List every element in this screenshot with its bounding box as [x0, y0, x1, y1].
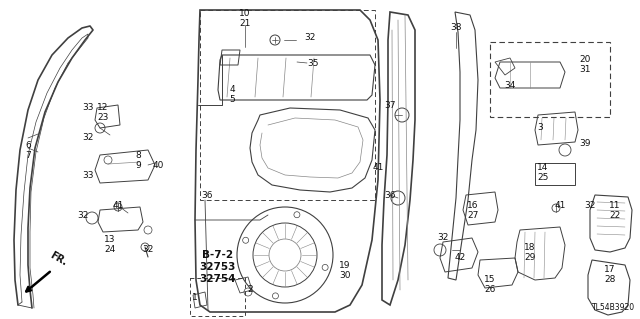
Text: 18: 18: [524, 243, 536, 253]
Text: 21: 21: [239, 19, 251, 27]
Text: 40: 40: [152, 160, 164, 169]
Bar: [190, 278, 245, 316]
Text: 2: 2: [247, 286, 253, 294]
Text: 38: 38: [451, 24, 461, 33]
Text: 5: 5: [229, 95, 235, 105]
Text: 32754: 32754: [200, 274, 236, 284]
Text: 36: 36: [384, 190, 396, 199]
Text: 32: 32: [83, 133, 93, 143]
Text: 31: 31: [579, 65, 591, 75]
Text: 32: 32: [304, 33, 316, 42]
Text: 22: 22: [609, 211, 621, 219]
Text: 4: 4: [229, 85, 235, 94]
Text: 28: 28: [604, 276, 616, 285]
Text: 42: 42: [454, 254, 466, 263]
Text: 32: 32: [584, 201, 596, 210]
Text: 27: 27: [467, 211, 479, 219]
Text: 32: 32: [437, 234, 449, 242]
Text: 3: 3: [537, 123, 543, 132]
Text: 16: 16: [467, 201, 479, 210]
Text: 41: 41: [112, 201, 124, 210]
Text: FR.: FR.: [48, 250, 68, 268]
Text: 15: 15: [484, 276, 496, 285]
Text: 20: 20: [579, 56, 591, 64]
Text: TL54B3920: TL54B3920: [592, 303, 635, 313]
Text: 13: 13: [104, 235, 116, 244]
Text: 37: 37: [384, 100, 396, 109]
Text: 19: 19: [339, 261, 351, 270]
Text: 25: 25: [538, 174, 548, 182]
Text: 41: 41: [554, 201, 566, 210]
Text: 39: 39: [579, 138, 591, 147]
Text: 1: 1: [192, 293, 198, 302]
Text: 8: 8: [135, 151, 141, 160]
Text: 41: 41: [372, 164, 384, 173]
Text: 9: 9: [135, 160, 141, 169]
Bar: [200, 10, 375, 200]
Text: 30: 30: [339, 271, 351, 279]
Text: 36: 36: [201, 190, 212, 199]
Text: 35: 35: [307, 58, 319, 68]
Text: 7: 7: [25, 151, 31, 160]
Bar: [490, 42, 610, 117]
Text: 32: 32: [142, 246, 154, 255]
Text: 33: 33: [83, 103, 93, 113]
Bar: [535, 163, 575, 185]
Text: 34: 34: [504, 80, 516, 90]
Text: 24: 24: [104, 246, 116, 255]
Text: 14: 14: [538, 164, 548, 173]
Text: 17: 17: [604, 265, 616, 275]
Text: B-7-2: B-7-2: [202, 250, 234, 260]
Text: 10: 10: [239, 9, 251, 18]
Text: 11: 11: [609, 201, 621, 210]
Text: 33: 33: [83, 170, 93, 180]
Text: 12: 12: [97, 103, 109, 113]
Text: 32: 32: [77, 211, 89, 219]
Text: 23: 23: [97, 114, 109, 122]
Text: 26: 26: [484, 286, 496, 294]
Text: 6: 6: [25, 140, 31, 150]
Text: 29: 29: [524, 254, 536, 263]
Text: 32753: 32753: [200, 262, 236, 272]
